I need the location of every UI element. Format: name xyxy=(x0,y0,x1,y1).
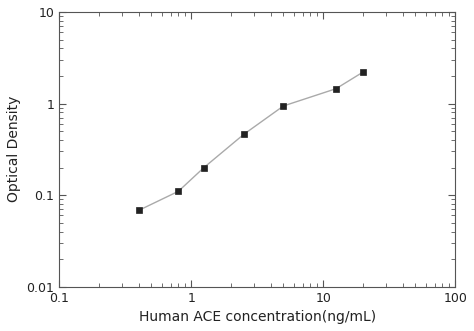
X-axis label: Human ACE concentration(ng/mL): Human ACE concentration(ng/mL) xyxy=(138,310,376,324)
Y-axis label: Optical Density: Optical Density xyxy=(7,96,21,203)
